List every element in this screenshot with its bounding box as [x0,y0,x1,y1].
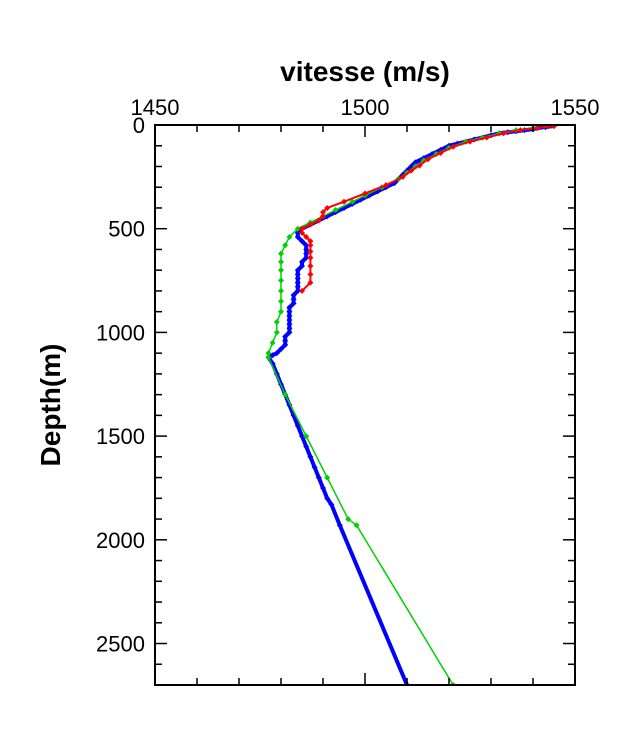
y-tick-label: 1500 [96,424,145,449]
depth-velocity-chart: 145015001550vitesse (m/s)050010001500200… [0,0,633,741]
y-axis-title: Depth(m) [35,344,66,467]
x-tick-label: 1550 [551,95,600,120]
y-tick-label: 500 [108,217,145,242]
x-axis-title: vitesse (m/s) [280,56,450,87]
y-tick-label: 0 [133,113,145,138]
y-tick-label: 1000 [96,320,145,345]
y-tick-label: 2000 [96,528,145,553]
x-tick-label: 1500 [341,95,390,120]
chart-container: 145015001550vitesse (m/s)050010001500200… [0,0,633,741]
y-tick-label: 2500 [96,632,145,657]
